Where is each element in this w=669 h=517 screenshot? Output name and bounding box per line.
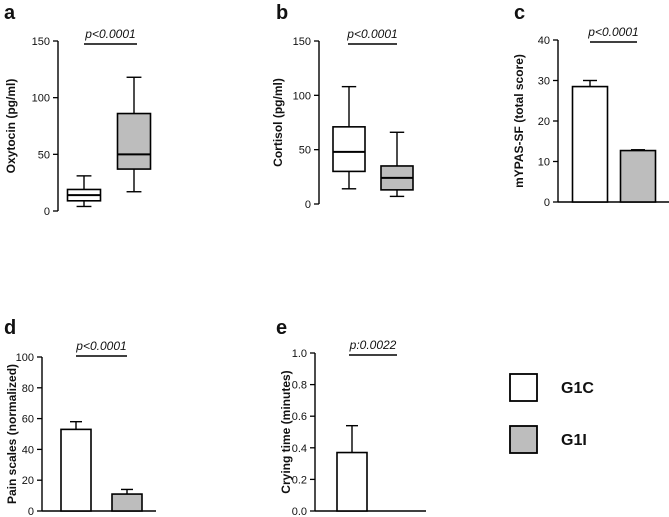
- y-tick-label: 0.8: [292, 380, 307, 392]
- y-tick-label: 30: [538, 76, 550, 88]
- panel-d-letter: d: [4, 317, 16, 339]
- bar-g1c: [571, 85, 609, 203]
- y-axis-label-d: Pain scales (normalized): [5, 364, 19, 504]
- y-tick-label: 100: [32, 93, 50, 105]
- y-tick-label: 20: [538, 116, 550, 128]
- y-tick-label: 0.6: [292, 411, 307, 423]
- panel-e-crying: e 0.0 0.2 0.4 0.6 0.8 1.0 Crying time (minutes…: [276, 317, 426, 517]
- panel-b-cortisol: b 0 50 100 150 Cortisol (pg/ml) p<0.0001: [271, 2, 414, 211]
- p-value-label: p<0.0001: [587, 25, 638, 39]
- box-g1c: [332, 126, 366, 173]
- bar-g1i: [111, 493, 143, 512]
- y-tick-label: 40: [22, 444, 34, 456]
- y-tick-label: 80: [22, 383, 34, 395]
- bar-g1c: [336, 451, 368, 512]
- legend: G1C G1I: [509, 373, 594, 454]
- panel-c-mypas: c 0 10 20 30 40 mYPAS-SF (total score) p<0.000…: [512, 2, 669, 209]
- legend-label-g1i: G1I: [561, 432, 587, 449]
- y-axis-label-e: Crying time (minutes): [279, 370, 293, 493]
- y-tick-label: 150: [32, 36, 50, 48]
- y-tick-label: 1.0: [292, 348, 307, 360]
- y-tick-label: 150: [293, 36, 311, 48]
- panel-a-oxytocin: a 0 50 100 150 Oxytocin (pg/ml) p<0.0001: [4, 2, 152, 218]
- y-tick-label: 50: [299, 145, 311, 157]
- y-tick-label: 0: [28, 506, 34, 517]
- legend-swatch-g1c: [509, 373, 538, 402]
- y-axis-label-a: Oxytocin (pg/ml): [4, 79, 18, 174]
- y-tick-label: 20: [22, 475, 34, 487]
- y-tick-label: 0.4: [292, 443, 307, 455]
- bar-g1i: [619, 149, 657, 203]
- y-tick-label: 0.2: [292, 474, 307, 486]
- y-tick-label: 40: [538, 35, 550, 47]
- p-value-label: p<0.0001: [346, 27, 397, 41]
- y-tick-label: 0: [544, 197, 550, 209]
- y-tick-label: 0: [305, 199, 311, 211]
- y-tick-label: 100: [293, 90, 311, 102]
- legend-swatch-g1i: [509, 425, 538, 454]
- panel-e-letter: e: [276, 317, 287, 339]
- p-value-label: p<0.0001: [84, 27, 135, 41]
- legend-label-g1c: G1C: [561, 380, 594, 397]
- bar-g1c: [60, 428, 92, 512]
- y-tick-label: 10: [538, 157, 550, 169]
- y-tick-label: 0.0: [292, 506, 307, 517]
- y-tick-label: 50: [38, 149, 50, 161]
- y-axis-label-c: mYPAS-SF (total score): [512, 54, 526, 188]
- p-value-label: p:0.0022: [349, 338, 397, 352]
- y-tick-label: 0: [44, 206, 50, 218]
- p-value-label: p<0.0001: [75, 339, 126, 353]
- y-axis-label-b: Cortisol (pg/ml): [271, 78, 285, 167]
- panel-b-letter: b: [276, 2, 288, 24]
- panel-c-letter: c: [514, 2, 525, 24]
- y-tick-label: 60: [22, 414, 34, 426]
- panel-a-letter: a: [4, 2, 16, 24]
- y-tick-label: 100: [16, 352, 34, 364]
- box-g1i: [116, 112, 152, 170]
